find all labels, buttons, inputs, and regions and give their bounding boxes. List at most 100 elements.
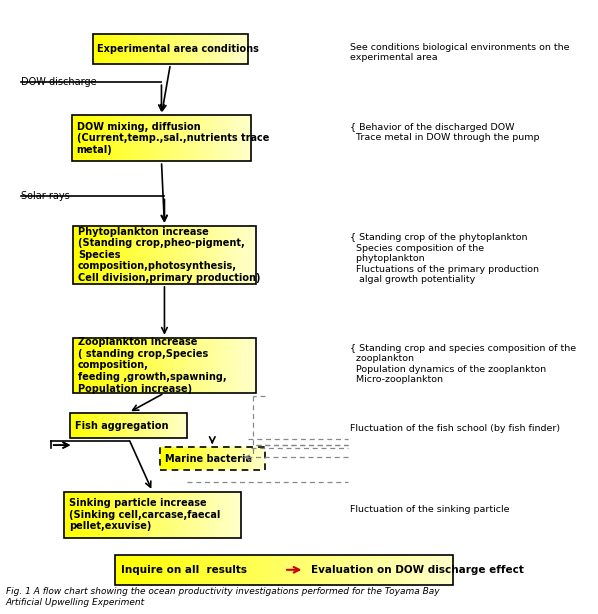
Bar [83,338,86,393]
Bar [199,34,202,64]
Bar [194,491,197,538]
Bar [120,115,123,161]
Bar [240,447,243,470]
Bar [391,555,397,585]
Bar [75,115,78,161]
Bar [118,34,122,64]
Bar [152,338,156,393]
Bar [119,226,123,284]
Text: Fig. 1 A flow chart showing the ocean productivity investigations performed for : Fig. 1 A flow chart showing the ocean pr… [6,587,440,607]
Bar [183,338,187,393]
Bar [168,34,171,64]
Bar [324,555,329,585]
Bar [123,115,126,161]
Bar [141,491,144,538]
Bar [117,491,121,538]
Bar [295,555,301,585]
Bar [138,555,144,585]
Text: Marine bacteria: Marine bacteria [164,454,252,464]
Bar [131,338,135,393]
Text: Fish aggregation: Fish aggregation [75,421,169,430]
Bar [224,115,228,161]
Bar [74,226,255,284]
Bar [119,413,121,438]
Text: DOW mixing, diffusion
(Current,temp.,sal.,nutrients trace
metal): DOW mixing, diffusion (Current,temp.,sal… [77,122,269,155]
Bar [114,34,117,64]
Bar [215,115,219,161]
Bar [165,34,169,64]
Bar [231,338,235,393]
Bar [160,413,162,438]
Bar [179,447,182,470]
Bar [236,115,240,161]
Bar [192,338,196,393]
Bar [121,34,124,64]
Bar [179,115,183,161]
Bar [176,491,179,538]
Bar [85,491,89,538]
Bar [185,413,188,438]
Bar [189,338,193,393]
Bar [74,338,255,393]
Bar [160,447,162,470]
Bar [72,115,75,161]
Bar [122,226,126,284]
Bar [113,338,117,393]
Bar [335,555,341,585]
Bar [189,226,193,284]
Bar [237,226,241,284]
Bar [263,447,265,470]
Bar [425,555,431,585]
Bar [84,413,86,438]
Bar [219,34,223,64]
Bar [91,413,94,438]
Bar [183,413,185,438]
Bar [249,226,253,284]
Bar [142,34,145,64]
Bar [171,413,174,438]
Bar [245,115,249,161]
Bar [87,115,90,161]
Text: Zooplankton increase
( standing crop,Species
composition,
feeding ,growth,spawni: Zooplankton increase ( standing crop,Spe… [78,337,227,394]
Bar [72,413,75,438]
Bar [81,115,84,161]
Bar [216,447,218,470]
Bar [188,447,190,470]
Bar [244,447,246,470]
Bar [108,115,111,161]
Bar [231,226,235,284]
Bar [113,226,117,284]
Bar [222,447,225,470]
Bar [74,226,77,284]
Bar [256,555,262,585]
Bar [207,226,210,284]
Bar [100,34,103,64]
Bar [208,491,212,538]
Bar [245,555,251,585]
Bar [204,34,208,64]
Bar [260,447,262,470]
Bar [132,555,138,585]
Bar [240,34,243,64]
Bar [140,226,144,284]
Bar [246,226,250,284]
Bar [114,491,118,538]
Bar [222,338,226,393]
Bar [123,413,126,438]
Bar [318,555,324,585]
Bar [184,34,187,64]
Bar [173,226,177,284]
Bar [267,555,273,585]
Bar [128,338,132,393]
Bar [161,491,165,538]
Bar [129,34,132,64]
Bar [65,491,68,538]
Text: See conditions biological environments on the
experimental area: See conditions biological environments o… [350,43,569,63]
Bar [183,226,187,284]
Bar [205,555,212,585]
Bar [249,338,253,393]
Bar [155,338,159,393]
Bar [167,491,171,538]
Bar [186,447,188,470]
Text: Evaluation on DOW discharge effect: Evaluation on DOW discharge effect [311,565,524,575]
